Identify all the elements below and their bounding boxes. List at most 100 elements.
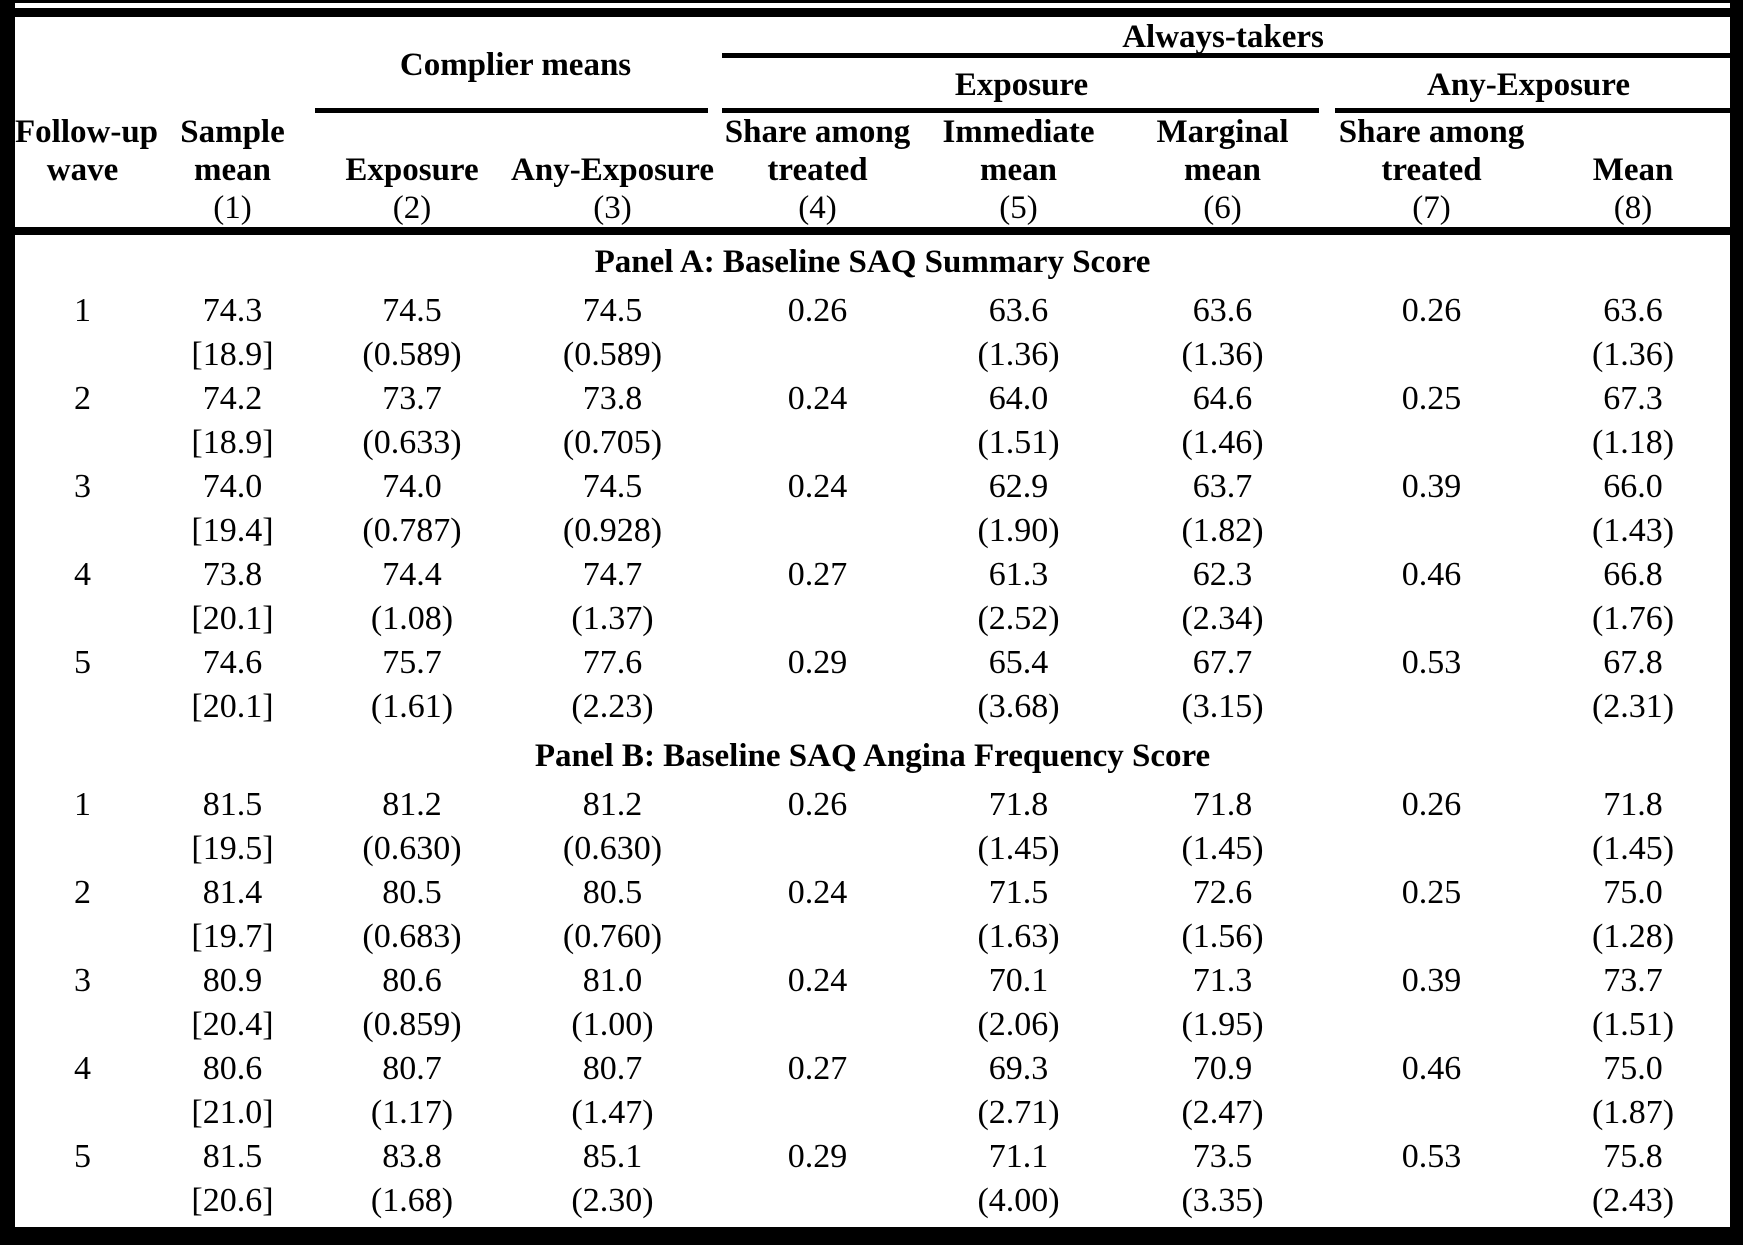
mean-value: 0.53 [1401,1138,1462,1175]
panel-title-row: Panel B: Baseline SAQ Angina Frequency S… [15,729,1730,783]
se-value [1327,421,1536,465]
value-cell: 63.6 (1.36) [919,289,1118,377]
value-cell: 0.53 [1327,1135,1536,1223]
value-cell: 80.5 (0.683) [315,871,509,959]
mean-value: 74.0 [382,468,442,505]
value-cell: 63.6 (1.36) [1536,289,1730,377]
se-value: [20.4] [191,1006,274,1043]
col-header-line: Follow-up [15,114,159,150]
se-value: (1.51) [1591,1006,1675,1043]
mean-value: 66.8 [1603,556,1663,593]
mean-value: 73.8 [202,556,263,593]
se-value: (1.08) [370,600,454,637]
table-body: Panel A: Baseline SAQ Summary Score 1 74.3… [15,231,1730,1223]
col-header-line: wave [46,152,119,188]
col-header-immediate-mean: Immediate mean (5) [919,113,1119,235]
table-row: 3 80.9 [20.4] 80.6 (0.859) 81.0 (1.00) 0.24 70.1… [15,959,1730,1047]
se-value: (1.87) [1591,1094,1675,1131]
value-cell: 0.26 [716,289,919,377]
value-cell: 64.6 (1.46) [1118,377,1327,465]
se-value: (0.760) [562,918,663,955]
any-exposure-rule [1335,108,1730,113]
se-value: (0.589) [562,336,663,373]
mean-value: 0.53 [1401,644,1462,681]
col-header-number [15,189,150,227]
value-cell: 74.5 (0.589) [509,289,716,377]
wave-cell: 3 [15,959,150,1047]
col-header-number: (5) [999,190,1038,226]
col-header-line [509,113,716,151]
mean-value: 66.0 [1603,468,1663,505]
mean-value: 64.6 [1192,380,1253,417]
exposure-rule [722,108,1320,113]
mean-value: 65.4 [988,644,1049,681]
se-value: (1.47) [571,1094,654,1131]
se-value: (3.35) [1181,1182,1264,1219]
value-cell: 74.7 (1.37) [509,553,716,641]
value-cell: 0.24 [716,465,919,553]
mean-value: 75.8 [1603,1138,1663,1175]
mean-value: 71.8 [1192,786,1253,823]
mean-value: 0.27 [787,1050,848,1087]
panel-title: Panel B: Baseline SAQ Angina Frequency S… [534,738,1211,774]
se-value: (0.787) [362,512,462,549]
col-header-line: mean [980,152,1058,188]
se-value: [20.6] [191,1182,274,1219]
mean-value: 69.3 [988,1050,1049,1087]
se-value: (1.36) [977,336,1060,373]
mean-value: 80.5 [582,874,643,911]
se-value: (0.630) [562,830,663,867]
se-value [1327,1091,1536,1135]
se-value: (2.34) [1181,600,1264,637]
value-cell: 73.8 [20.1] [150,553,315,641]
value-cell: 83.8 (1.68) [315,1135,509,1223]
group-header-row-2: Exposure Any-Exposure [15,58,1730,113]
value-cell: 71.5 (1.63) [919,871,1118,959]
col-header-number: (6) [1203,190,1242,226]
value-cell: 0.25 [1327,377,1536,465]
mean-value: 71.8 [1603,786,1663,823]
se-value [716,597,919,641]
col-header-line: treated [767,152,868,188]
se-value: [19.7] [191,918,274,955]
value-cell: 75.0 (1.87) [1536,1047,1730,1135]
se-value: (1.43) [1591,512,1675,549]
exposure-header: Exposure [716,58,1327,113]
value-cell: 0.29 [716,641,919,729]
col-header-share-treated-any-exposure: Share among treated (7) [1327,113,1537,235]
se-value: (1.45) [977,830,1060,867]
table-row: 1 81.5 [19.5] 81.2 (0.630) 81.2 (0.630) 0.26 71.… [15,783,1730,871]
value-cell: 74.0 (0.787) [315,465,509,553]
col-header-mean: Mean (8) [1536,113,1730,235]
mean-value: 83.8 [382,1138,442,1175]
value-cell: 81.2 (0.630) [315,783,509,871]
mean-value: 70.1 [988,962,1049,999]
value-cell: 0.46 [1327,553,1536,641]
value-cell: 81.0 (1.00) [509,959,716,1047]
se-value [1327,1179,1536,1223]
col-header-line: mean [194,152,271,188]
se-value: [20.1] [191,688,274,725]
se-value: (1.36) [1181,336,1264,373]
any-exposure-header: Any-Exposure [1327,58,1730,113]
mean-value: 0.29 [787,1138,848,1175]
value-cell: 71.1 (4.00) [919,1135,1118,1223]
wave-value: 4 [74,1050,91,1087]
value-cell: 61.3 (2.52) [919,553,1118,641]
mean-value: 63.7 [1192,468,1253,505]
value-cell: 80.6 (0.859) [315,959,509,1047]
value-cell: 0.46 [1327,1047,1536,1135]
mean-value: 71.3 [1192,962,1253,999]
col-header-marginal-mean: Marginal mean (6) [1118,113,1328,235]
value-cell: 69.3 (2.71) [919,1047,1118,1135]
mean-value: 63.6 [988,292,1049,329]
table-row: 2 81.4 [19.7] 80.5 (0.683) 80.5 (0.760) 0.24 71.… [15,871,1730,959]
value-cell: 63.6 (1.36) [1118,289,1327,377]
se-value: [18.9] [191,336,274,373]
value-cell: 72.6 (1.56) [1118,871,1327,959]
col-header-number: (7) [1412,190,1451,226]
mean-value: 75.0 [1603,874,1663,911]
mean-value: 75.0 [1603,1050,1663,1087]
col-header-follow-up-wave: Follow-up wave [15,113,159,235]
